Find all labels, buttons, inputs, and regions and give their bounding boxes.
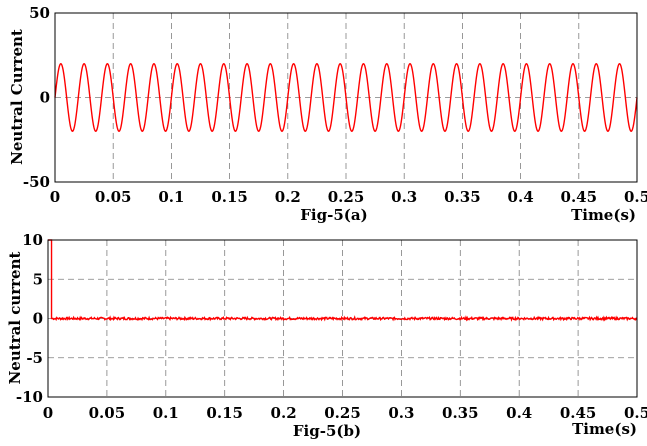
x-tick-label: 0.15 bbox=[211, 188, 248, 206]
x-tick-label: 0.2 bbox=[275, 188, 301, 206]
series-line-b bbox=[48, 239, 638, 322]
y-tick-label: 50 bbox=[29, 4, 50, 22]
axes-box-b bbox=[47, 239, 638, 398]
y-tick-labels-b: 10 5 0 -5 -10 bbox=[16, 231, 43, 406]
x-tick-label: 0.3 bbox=[391, 188, 417, 206]
y-tick-label: 0 bbox=[40, 89, 50, 107]
series-line-a bbox=[54, 62, 638, 133]
x-tick-label: 0.45 bbox=[560, 404, 597, 422]
axes-box-a bbox=[54, 12, 638, 183]
panel-a: 0 0.05 0.1 0.15 0.2 0.25 0.3 0.35 0.4 0.45 0.5 50 0… bbox=[8, 4, 647, 224]
x-tick-label: 0.5 bbox=[624, 188, 647, 206]
x-tick-label: 0.2 bbox=[271, 404, 297, 422]
y-tick-label: 5 bbox=[33, 270, 43, 288]
x-tick-labels-b: 0 0.05 0.1 0.15 0.2 0.25 0.3 0.35 0.4 0.45 0.5 bbox=[43, 404, 647, 422]
x-tick-label: 0.3 bbox=[388, 404, 414, 422]
x-tick-label: 0.05 bbox=[89, 404, 126, 422]
y-tick-labels-a: 50 0 -50 bbox=[23, 4, 50, 191]
x-tick-label: 0.4 bbox=[506, 404, 532, 422]
y-tick-label: 0 bbox=[33, 310, 43, 328]
x-tick-label: 0.1 bbox=[158, 188, 184, 206]
y-tick-label: -5 bbox=[26, 349, 43, 367]
x-axis-label-b: Time(s) bbox=[572, 420, 637, 438]
y-tick-label: -50 bbox=[23, 173, 50, 191]
y-tick-label: -10 bbox=[16, 388, 43, 406]
x-tick-label: 0.45 bbox=[561, 188, 598, 206]
x-tick-label: 0.15 bbox=[206, 404, 243, 422]
panel-b: 0 0.05 0.1 0.15 0.2 0.25 0.3 0.35 0.4 0.45 0.5 10 5… bbox=[6, 231, 647, 440]
x-tick-label: 0.35 bbox=[442, 404, 479, 422]
x-tick-label: 0 bbox=[50, 188, 60, 206]
caption-b: Fig-5(b) bbox=[293, 422, 361, 440]
x-tick-label: 0.1 bbox=[153, 404, 179, 422]
x-tick-label: 0.25 bbox=[328, 188, 365, 206]
x-tick-label: 0.5 bbox=[624, 404, 647, 422]
x-tick-label: 0.25 bbox=[324, 404, 361, 422]
x-axis-label-a: Time(s) bbox=[571, 206, 636, 224]
caption-a: Fig-5(a) bbox=[300, 206, 367, 224]
x-tick-label: 0.4 bbox=[508, 188, 534, 206]
x-tick-label: 0 bbox=[43, 404, 53, 422]
y-axis-label-b: Neutral current bbox=[6, 252, 24, 385]
x-tick-label: 0.35 bbox=[444, 188, 481, 206]
x-tick-label: 0.05 bbox=[95, 188, 132, 206]
y-axis-label-a: Neutral Current bbox=[8, 29, 26, 165]
x-tick-labels-a: 0 0.05 0.1 0.15 0.2 0.25 0.3 0.35 0.4 0.45 0.5 bbox=[50, 188, 647, 206]
y-tick-label: 10 bbox=[22, 231, 43, 249]
